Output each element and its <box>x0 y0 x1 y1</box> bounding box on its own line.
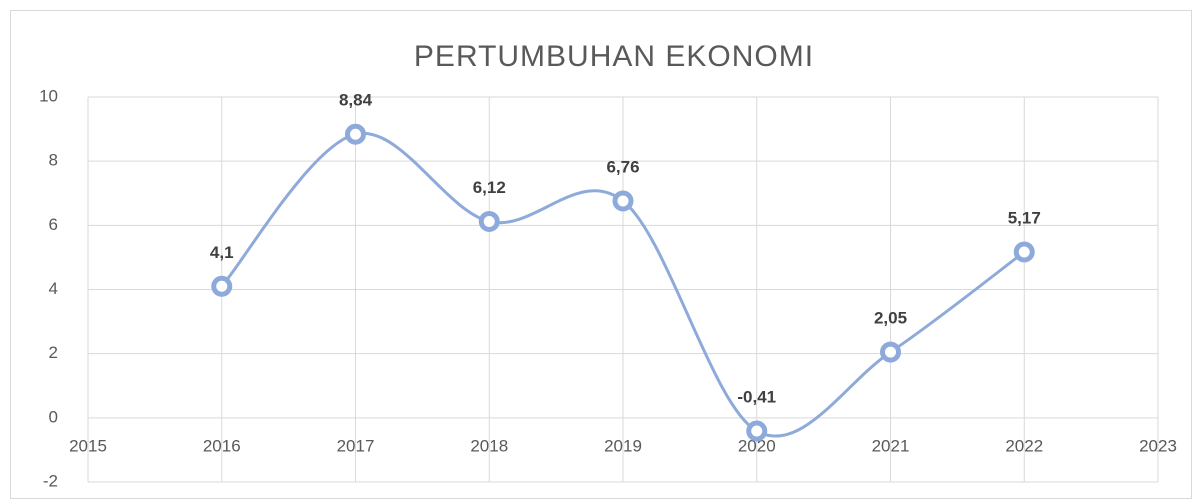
data-point <box>746 420 768 442</box>
data-label: 6,76 <box>606 157 639 176</box>
chart-title: PERTUMBUHAN EKONOMI <box>414 40 814 73</box>
y-tick-label: 2 <box>49 343 58 362</box>
chart-area <box>10 10 1192 499</box>
x-tick-label: 2019 <box>604 436 642 455</box>
x-tick-label: 2017 <box>337 436 375 455</box>
data-label: 8,84 <box>339 91 373 110</box>
y-tick-label: 4 <box>49 279 58 298</box>
x-tick-label: 2018 <box>470 436 508 455</box>
data-label: 4,1 <box>210 243 234 262</box>
y-tick-label: 10 <box>39 86 58 105</box>
data-label: 2,05 <box>874 309 907 328</box>
x-tick-label: 2016 <box>203 436 241 455</box>
data-label: 6,12 <box>473 178 506 197</box>
x-tick-label: 2020 <box>738 436 776 455</box>
y-tick-label: 0 <box>49 407 58 426</box>
y-tick-label: -2 <box>43 471 58 490</box>
x-tick-label: 2023 <box>1139 436 1177 455</box>
x-tick-label: 2015 <box>69 436 107 455</box>
data-label: -0,41 <box>737 387 776 406</box>
data-label: 5,17 <box>1008 208 1041 227</box>
x-tick-label: 2021 <box>872 436 910 455</box>
data-point <box>880 341 901 363</box>
data-point <box>211 275 233 297</box>
y-tick-label: 6 <box>49 215 58 234</box>
data-point <box>612 190 634 212</box>
y-tick-label: 8 <box>49 151 58 170</box>
x-tick-label: 2022 <box>1005 436 1043 455</box>
data-point <box>345 123 366 145</box>
data-point <box>478 210 500 232</box>
data-point <box>1013 241 1035 263</box>
